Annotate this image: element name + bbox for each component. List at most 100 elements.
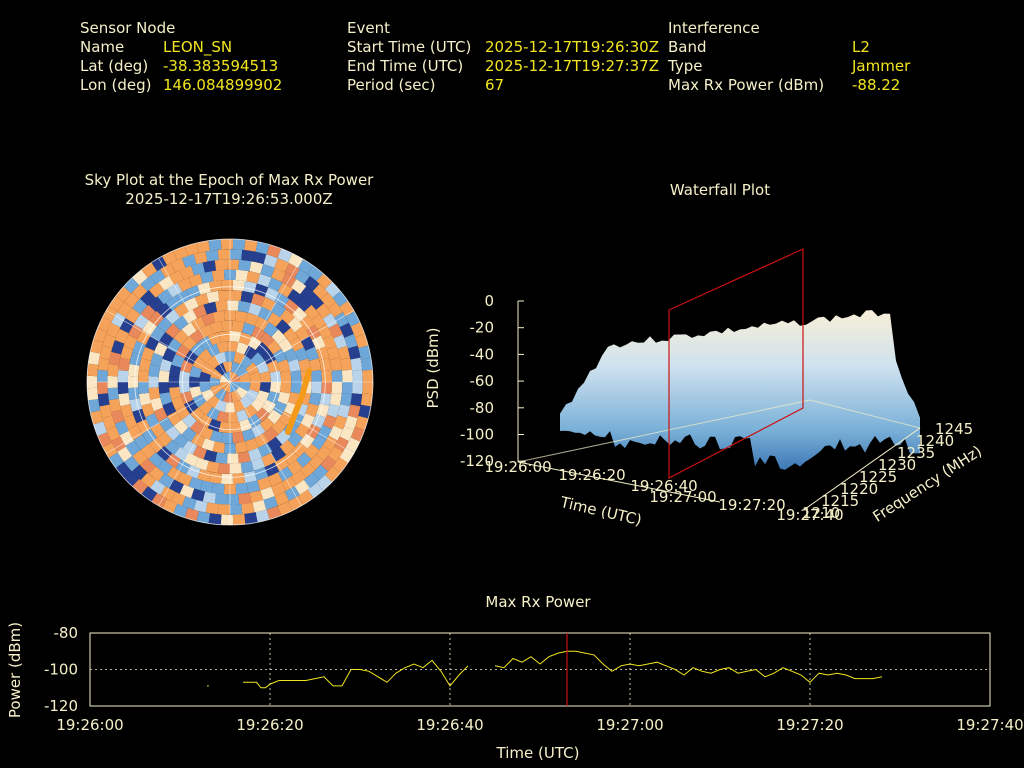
time-tick-label: 19:27:20 bbox=[718, 496, 785, 514]
sky-cell bbox=[142, 428, 157, 444]
sky-cell bbox=[240, 460, 254, 474]
sky-cell bbox=[158, 370, 170, 382]
sky-cell bbox=[231, 361, 242, 374]
sky-cell bbox=[270, 446, 286, 462]
period-label: Period (sec) bbox=[347, 76, 436, 94]
sky-cell bbox=[331, 382, 343, 395]
time-tick-label: 19:26:40 bbox=[630, 477, 697, 495]
freq-back-edge bbox=[809, 399, 921, 429]
sky-cell bbox=[158, 382, 170, 394]
sky-cell bbox=[141, 262, 158, 278]
sky-cell bbox=[235, 441, 248, 454]
psd-axis-label: PSD (dBm) bbox=[424, 327, 442, 408]
sky-cell bbox=[283, 327, 299, 343]
sky-cell bbox=[274, 258, 290, 273]
sky-cell bbox=[132, 478, 148, 495]
power-series-line bbox=[243, 659, 469, 689]
sky-cell bbox=[207, 332, 221, 346]
sky-cell bbox=[294, 326, 310, 342]
sky-cell bbox=[157, 431, 173, 447]
period-value: 67 bbox=[485, 76, 505, 94]
sky-cell bbox=[322, 414, 337, 430]
sky-cell bbox=[88, 351, 101, 365]
time-axis bbox=[517, 461, 721, 503]
sky-cell bbox=[102, 415, 116, 430]
sky-cell bbox=[232, 320, 245, 333]
sky-cell bbox=[157, 289, 173, 305]
sky-cell bbox=[148, 466, 165, 482]
lon-label: Lon (deg) bbox=[80, 76, 152, 94]
sky-cell bbox=[271, 419, 287, 435]
x-tick-label: 19:26:40 bbox=[416, 716, 483, 734]
sky-azimuth-line bbox=[229, 258, 302, 383]
sky-cell bbox=[255, 407, 270, 422]
sky-cell bbox=[261, 297, 276, 312]
sky-cell bbox=[227, 453, 239, 464]
time-tick-label: 19:27:00 bbox=[649, 488, 716, 506]
y-tick-label: -100 bbox=[44, 661, 78, 679]
sky-cell bbox=[215, 300, 228, 312]
sky-cell bbox=[193, 499, 208, 513]
sky-cell bbox=[244, 345, 258, 360]
sky-cell bbox=[182, 496, 197, 510]
sky-cell bbox=[324, 282, 341, 298]
sky-cell bbox=[220, 279, 233, 291]
sky-cell bbox=[129, 398, 143, 412]
sky-cell bbox=[239, 382, 251, 392]
waterfall-plot: 0 -20 -40 -60 -80 -100 -120 PSD (dBm) 19:26:00 19… bbox=[424, 248, 985, 529]
sky-cell bbox=[179, 484, 195, 499]
sky-cell bbox=[350, 357, 363, 371]
x-tick-label: 19:26:00 bbox=[56, 716, 123, 734]
sky-cell bbox=[196, 511, 211, 524]
lon-value: 146.084899902 bbox=[163, 76, 283, 94]
sky-cell bbox=[350, 322, 365, 338]
sky-cell bbox=[191, 262, 205, 276]
sky-cell bbox=[132, 298, 148, 315]
sky-cell bbox=[329, 393, 342, 407]
sky-cell bbox=[239, 372, 251, 382]
sky-cell bbox=[243, 281, 257, 294]
freq-tick-label: 1225 bbox=[859, 468, 897, 486]
sky-cell bbox=[269, 370, 282, 382]
sky-cell bbox=[237, 451, 251, 464]
sky-cell bbox=[299, 315, 315, 331]
sky-cell bbox=[274, 456, 290, 472]
sky-cell bbox=[173, 315, 189, 331]
sky-cell bbox=[128, 324, 143, 340]
sky-cell bbox=[328, 425, 343, 441]
sky-cell bbox=[305, 346, 319, 361]
sky-cell bbox=[184, 243, 199, 257]
sky-cell bbox=[232, 514, 246, 525]
sky-cell bbox=[102, 306, 118, 322]
sky-cell bbox=[321, 382, 333, 395]
sky-cell bbox=[216, 341, 228, 354]
sky-cell bbox=[316, 273, 333, 290]
name-value: LEON_SN bbox=[163, 38, 233, 56]
sky-cell bbox=[211, 269, 225, 282]
sky-cell bbox=[201, 362, 215, 375]
sky-cell bbox=[277, 466, 294, 482]
sky-cell bbox=[140, 458, 156, 474]
sky-cell bbox=[131, 283, 148, 300]
sky-cell bbox=[148, 437, 164, 454]
sky-cell bbox=[259, 371, 271, 382]
sky-cell bbox=[316, 474, 333, 491]
sky-cell bbox=[166, 282, 183, 298]
max-power-epoch-plane bbox=[668, 248, 804, 479]
sky-cell bbox=[339, 322, 354, 338]
sky-cell bbox=[138, 392, 152, 406]
sky-cell bbox=[192, 304, 207, 319]
sky-cell bbox=[166, 466, 183, 482]
sky-cell bbox=[199, 271, 214, 284]
sky-cell bbox=[207, 418, 221, 432]
sky-cell bbox=[248, 447, 262, 462]
sky-cell bbox=[210, 321, 223, 334]
sky-cell bbox=[108, 351, 122, 366]
sky-cell bbox=[289, 336, 304, 352]
sky-cell bbox=[198, 401, 213, 416]
x-tick-label: 19:27:00 bbox=[596, 716, 663, 734]
sky-cell bbox=[312, 464, 329, 481]
sky-cell bbox=[333, 334, 348, 349]
sky-cell bbox=[136, 419, 151, 434]
